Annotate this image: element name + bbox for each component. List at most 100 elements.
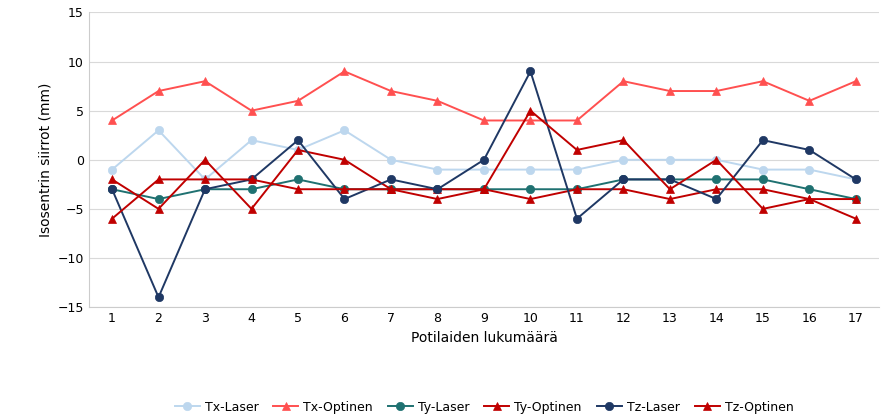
- Tz-Optinen: [664, 187, 675, 192]
- Tz-Laser: [711, 197, 722, 202]
- Ty-Laser: [618, 177, 629, 182]
- Line: Tz-Optinen: Tz-Optinen: [107, 107, 860, 223]
- Legend: Tx-Laser, Tx-Optinen, Ty-Laser, Ty-Optinen, Tz-Laser, Tz-Optinen: Tx-Laser, Tx-Optinen, Ty-Laser, Ty-Optin…: [170, 396, 798, 415]
- Line: Ty-Optinen: Ty-Optinen: [107, 146, 860, 213]
- Tz-Optinen: [804, 197, 814, 202]
- Tz-Optinen: [385, 187, 396, 192]
- Tz-Laser: [479, 157, 489, 162]
- Tx-Optinen: [385, 88, 396, 93]
- Tz-Laser: [293, 138, 304, 143]
- Tz-Laser: [525, 69, 535, 74]
- Tx-Optinen: [154, 88, 164, 93]
- Tz-Optinen: [479, 187, 489, 192]
- Ty-Laser: [711, 177, 722, 182]
- Ty-Optinen: [664, 197, 675, 202]
- Tx-Laser: [339, 128, 350, 133]
- Tz-Laser: [618, 177, 629, 182]
- Tz-Laser: [432, 187, 443, 192]
- Tx-Optinen: [525, 118, 535, 123]
- Tx-Laser: [757, 167, 768, 172]
- X-axis label: Potilaiden lukumäärä: Potilaiden lukumäärä: [410, 330, 558, 344]
- Tx-Laser: [107, 167, 117, 172]
- Ty-Optinen: [804, 197, 814, 202]
- Ty-Optinen: [851, 197, 861, 202]
- Tx-Optinen: [339, 69, 350, 74]
- Tz-Laser: [154, 295, 164, 300]
- Tx-Laser: [200, 177, 210, 182]
- Ty-Laser: [107, 187, 117, 192]
- Ty-Optinen: [479, 187, 489, 192]
- Tx-Laser: [154, 128, 164, 133]
- Ty-Laser: [479, 187, 489, 192]
- Ty-Optinen: [385, 187, 396, 192]
- Ty-Optinen: [525, 197, 535, 202]
- Tz-Laser: [757, 138, 768, 143]
- Ty-Optinen: [154, 206, 164, 211]
- Ty-Laser: [293, 177, 304, 182]
- Tz-Laser: [246, 177, 257, 182]
- Ty-Laser: [246, 187, 257, 192]
- Tz-Optinen: [618, 138, 629, 143]
- Tz-Optinen: [711, 157, 722, 162]
- Tz-Optinen: [757, 206, 768, 211]
- Tz-Optinen: [154, 177, 164, 182]
- Line: Tx-Optinen: Tx-Optinen: [107, 67, 860, 124]
- Ty-Optinen: [293, 147, 304, 152]
- Line: Tz-Laser: Tz-Laser: [107, 67, 860, 301]
- Tz-Laser: [804, 147, 814, 152]
- Tx-Laser: [479, 167, 489, 172]
- Ty-Optinen: [757, 187, 768, 192]
- Tx-Laser: [711, 157, 722, 162]
- Ty-Optinen: [200, 157, 210, 162]
- Ty-Laser: [432, 187, 443, 192]
- Ty-Laser: [525, 187, 535, 192]
- Ty-Optinen: [432, 187, 443, 192]
- Ty-Laser: [154, 197, 164, 202]
- Tx-Laser: [246, 138, 257, 143]
- Ty-Optinen: [711, 187, 722, 192]
- Tz-Optinen: [572, 147, 583, 152]
- Ty-Optinen: [339, 157, 350, 162]
- Tx-Laser: [293, 147, 304, 152]
- Ty-Laser: [851, 197, 861, 202]
- Tx-Laser: [851, 177, 861, 182]
- Tz-Laser: [339, 197, 350, 202]
- Tx-Optinen: [293, 98, 304, 103]
- Ty-Laser: [339, 187, 350, 192]
- Ty-Optinen: [618, 187, 629, 192]
- Tx-Laser: [664, 157, 675, 162]
- Tz-Laser: [200, 187, 210, 192]
- Tz-Optinen: [246, 177, 257, 182]
- Tx-Optinen: [107, 118, 117, 123]
- Line: Ty-Laser: Ty-Laser: [107, 175, 860, 203]
- Tx-Optinen: [711, 88, 722, 93]
- Tx-Optinen: [804, 98, 814, 103]
- Tz-Laser: [572, 216, 583, 221]
- Tx-Laser: [572, 167, 583, 172]
- Y-axis label: Isosentrin siirrot (mm): Isosentrin siirrot (mm): [38, 83, 52, 237]
- Tz-Optinen: [851, 216, 861, 221]
- Tz-Optinen: [339, 187, 350, 192]
- Tz-Optinen: [107, 216, 117, 221]
- Tx-Laser: [525, 167, 535, 172]
- Tx-Laser: [804, 167, 814, 172]
- Tz-Laser: [851, 177, 861, 182]
- Ty-Laser: [757, 177, 768, 182]
- Tz-Optinen: [200, 177, 210, 182]
- Tx-Optinen: [246, 108, 257, 113]
- Tz-Laser: [664, 177, 675, 182]
- Tx-Optinen: [664, 88, 675, 93]
- Ty-Laser: [664, 177, 675, 182]
- Tz-Optinen: [293, 187, 304, 192]
- Tz-Laser: [385, 177, 396, 182]
- Tx-Optinen: [618, 79, 629, 84]
- Tz-Optinen: [525, 108, 535, 113]
- Tx-Laser: [618, 157, 629, 162]
- Tz-Laser: [107, 187, 117, 192]
- Tx-Laser: [432, 167, 443, 172]
- Line: Tx-Laser: Tx-Laser: [107, 126, 860, 183]
- Tx-Optinen: [851, 79, 861, 84]
- Tx-Optinen: [479, 118, 489, 123]
- Tx-Optinen: [432, 98, 443, 103]
- Ty-Laser: [804, 187, 814, 192]
